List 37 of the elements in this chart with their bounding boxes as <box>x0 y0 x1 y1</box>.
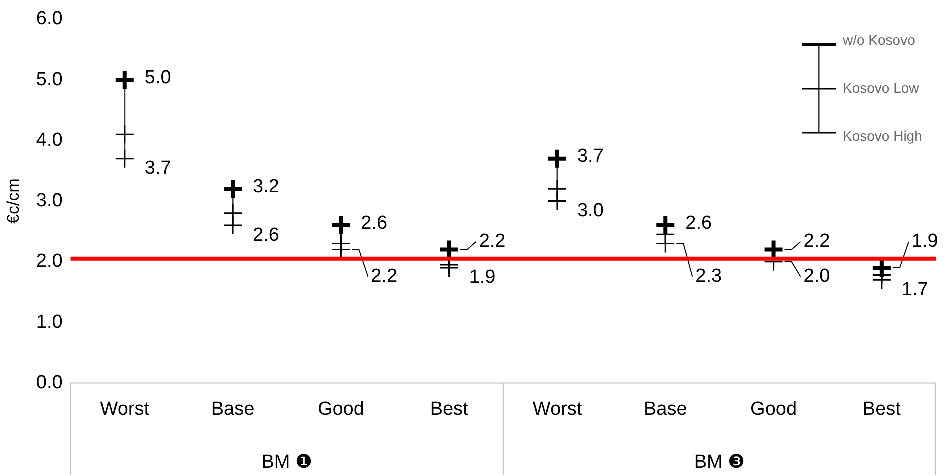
y-tick-label: 5.0 <box>36 69 63 90</box>
data-label: 3.0 <box>577 200 604 222</box>
data-label: 3.2 <box>253 176 280 198</box>
x-tick-label: Good <box>318 398 364 420</box>
legend-label: w/o Kosovo <box>843 32 916 48</box>
data-label: 2.2 <box>371 266 398 288</box>
data-label: 2.0 <box>804 266 830 288</box>
y-tick-label: 1.0 <box>36 312 63 333</box>
data-label: 2.6 <box>361 212 388 234</box>
x-tick-label: Worst <box>532 398 583 420</box>
y-tick-label: 0.0 <box>36 372 63 394</box>
data-label: 1.9 <box>469 267 496 288</box>
data-label: 5.0 <box>144 67 172 88</box>
x-tick-label: Base <box>644 398 688 420</box>
legend-label: Kosovo High <box>843 128 922 144</box>
x-tick-label: Base <box>211 398 255 420</box>
y-tick-label: 6.0 <box>36 8 63 30</box>
x-tick-label: Good <box>750 398 798 420</box>
y-tick-label: 2.0 <box>36 251 63 272</box>
legend-label: Kosovo Low <box>843 80 920 96</box>
data-label: 2.3 <box>696 266 722 288</box>
y-tick-label: 3.0 <box>36 190 63 212</box>
data-label: 2.2 <box>479 231 506 252</box>
text: BM ❸ <box>694 452 746 474</box>
data-label: 3.7 <box>577 146 604 168</box>
data-label: 1.7 <box>902 279 928 300</box>
data-label: 2.6 <box>253 224 280 246</box>
y-tick-label: 4.0 <box>36 130 63 151</box>
x-tick-label: Best <box>862 398 902 420</box>
data-label: 3.7 <box>144 158 172 180</box>
x-tick-label: Worst <box>100 398 150 420</box>
data-label: 2.6 <box>686 212 712 234</box>
x-tick-label: Best <box>430 398 470 420</box>
text: BM ❶ <box>262 452 312 474</box>
y-axis-title: €c/cm <box>4 178 23 224</box>
data-label: 1.9 <box>912 231 938 252</box>
data-label: 2.2 <box>804 231 830 252</box>
